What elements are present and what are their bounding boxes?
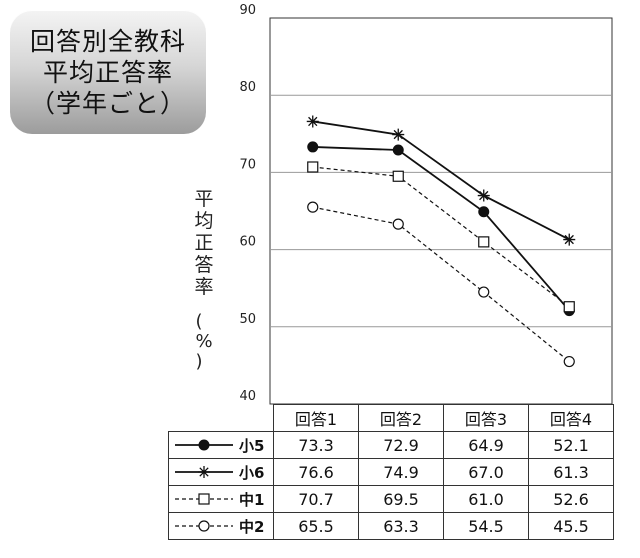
legend-label: 中1 [239, 490, 265, 509]
legend-entry: 小6 [168, 458, 274, 486]
ylabel-char: 平 [194, 188, 214, 210]
value-cell: 76.6 [273, 458, 359, 486]
series-line [312, 120, 570, 241]
series-line [312, 206, 570, 363]
y-tick-label: 70 [239, 157, 256, 172]
value-cell: 67.0 [443, 458, 529, 486]
category-label: 回答2 [358, 404, 444, 432]
title-line-1: 回答別全教科 [29, 26, 186, 56]
value-cell: 52.1 [528, 431, 614, 459]
table-row: 中2 65.5 63.3 54.5 45.5 [168, 512, 614, 540]
series-4 [307, 201, 575, 368]
table-header-row: 回答1 回答2 回答3 回答4 [169, 404, 614, 432]
series-2 [306, 115, 576, 246]
value-cell: 45.5 [528, 512, 614, 540]
title-line-2: 平均正答率 [42, 57, 173, 87]
point-marker [198, 493, 210, 505]
y-tick-label: 80 [239, 80, 256, 95]
series-lines [306, 115, 576, 368]
point-marker [392, 218, 404, 230]
value-cell: 64.9 [443, 431, 529, 459]
value-cell: 54.5 [443, 512, 529, 540]
table-row: 小5 73.3 72.9 64.9 52.1 [168, 431, 614, 459]
point-marker [392, 170, 404, 182]
point-marker [477, 189, 490, 202]
value-cell: 69.5 [358, 485, 444, 513]
point-marker [307, 141, 319, 153]
table-corner [169, 405, 274, 432]
point-marker [307, 201, 319, 213]
point-marker [307, 161, 319, 173]
table-row: 中1 70.7 69.5 61.0 52.6 [168, 485, 614, 513]
value-cell: 74.9 [358, 458, 444, 486]
series-1 [307, 141, 575, 317]
y-tick-labels: 40 50 60 70 80 90 [239, 3, 256, 404]
y-tick-label: 50 [239, 312, 256, 327]
value-cell: 61.3 [528, 458, 614, 486]
legend-label: 中2 [239, 517, 265, 536]
point-marker [198, 439, 210, 451]
ylabel-unit: (%) [195, 311, 213, 372]
legend-swatch [175, 439, 233, 451]
series-line [312, 146, 570, 312]
legend-entry: 中1 [168, 485, 274, 513]
value-cell: 72.9 [358, 431, 444, 459]
ylabel-char: 答 [194, 254, 214, 276]
point-marker [478, 236, 490, 248]
series-3 [307, 161, 575, 313]
category-label: 回答3 [443, 404, 529, 432]
point-marker [478, 286, 490, 298]
value-cell: 61.0 [443, 485, 529, 513]
ylabel-char: 均 [194, 210, 214, 232]
point-marker [478, 206, 490, 218]
legend-label: 小5 [239, 436, 265, 455]
value-cell: 73.3 [273, 431, 359, 459]
ylabel-char: 率 [194, 276, 214, 298]
point-marker [392, 144, 404, 156]
series-line [312, 166, 570, 308]
point-marker [563, 301, 575, 313]
ylabel-char: 正 [194, 232, 214, 254]
legend-swatch [175, 520, 233, 532]
legend-swatch [175, 493, 233, 505]
y-axis-label: 平 均 正 答 率 (%) [190, 188, 218, 372]
table-row: 小6 76.6 74.9 67.0 61.3 [168, 458, 614, 486]
point-marker [198, 520, 210, 532]
y-tick-label: 90 [239, 3, 256, 18]
point-marker [198, 466, 210, 478]
value-cell: 52.6 [528, 485, 614, 513]
legend-entry: 中2 [168, 512, 274, 540]
title-line-3: （学年ごと） [29, 88, 186, 118]
legend-label: 小6 [239, 463, 265, 482]
point-marker [306, 115, 319, 128]
value-cell: 70.7 [273, 485, 359, 513]
data-table: 回答1 回答2 回答3 回答4 小5 73.3 72.9 64.9 52.1 小6 76.6 74.9… [168, 404, 614, 540]
grid-lines [269, 17, 613, 405]
category-label: 回答4 [528, 404, 614, 432]
point-marker [563, 355, 575, 368]
y-tick-label: 40 [239, 389, 256, 404]
value-cell: 65.5 [273, 512, 359, 540]
point-marker [563, 233, 576, 246]
legend-entry: 小5 [168, 431, 274, 459]
category-label: 回答1 [273, 404, 359, 432]
plot-frame [269, 17, 613, 405]
legend-swatch [175, 466, 233, 478]
chart-title-badge: 回答別全教科 平均正答率 （学年ごと） [10, 10, 206, 134]
point-marker [392, 128, 405, 141]
value-cell: 63.3 [358, 512, 444, 540]
y-tick-label: 60 [239, 235, 256, 250]
